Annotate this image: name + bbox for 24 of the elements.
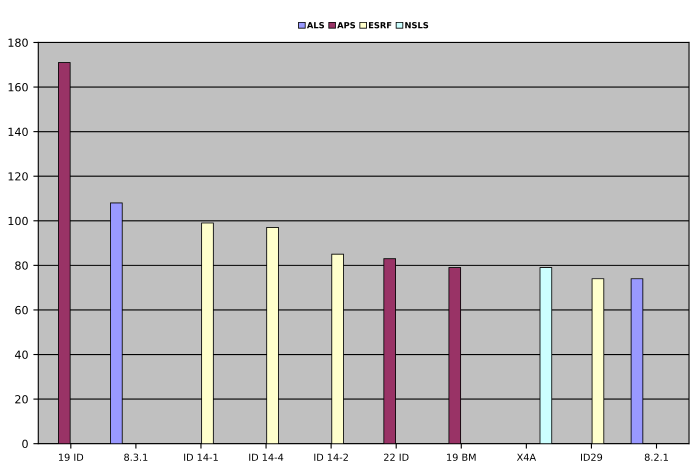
y-tick-label: 140 bbox=[8, 128, 28, 136]
x-tick-label: X4A bbox=[516, 454, 536, 461]
x-tick-label: ID 14-4 bbox=[249, 454, 284, 461]
y-tick-label: 180 bbox=[8, 38, 28, 47]
legend-label: APS bbox=[337, 22, 356, 28]
x-tick-label: 8.3.1 bbox=[124, 454, 148, 461]
legend-label: NSLS bbox=[405, 22, 428, 28]
x-tick-label: 19 ID bbox=[58, 454, 84, 461]
y-tick-label: 60 bbox=[15, 306, 28, 314]
y-tick-label: 0 bbox=[22, 440, 28, 448]
y-tick-label: 80 bbox=[15, 261, 28, 270]
y-tick-label: 100 bbox=[8, 216, 28, 226]
legend-label: ALS bbox=[306, 22, 324, 28]
y-tick-label: 160 bbox=[8, 83, 28, 92]
y-tick-label: 20 bbox=[15, 395, 28, 404]
x-tick-label: ID 14-2 bbox=[314, 454, 348, 461]
x-tick-label: ID29 bbox=[581, 454, 602, 461]
legend-label: ESRF bbox=[368, 22, 392, 28]
y-tick-label: 40 bbox=[14, 350, 28, 359]
x-tick-label: 8.2.1 bbox=[644, 454, 668, 461]
x-tick-label: 19 BM bbox=[447, 454, 476, 461]
x-tick-label: ID 14-1 bbox=[184, 454, 218, 461]
y-tick-label: 120 bbox=[8, 172, 28, 181]
x-tick-label: 22 ID bbox=[384, 454, 409, 461]
